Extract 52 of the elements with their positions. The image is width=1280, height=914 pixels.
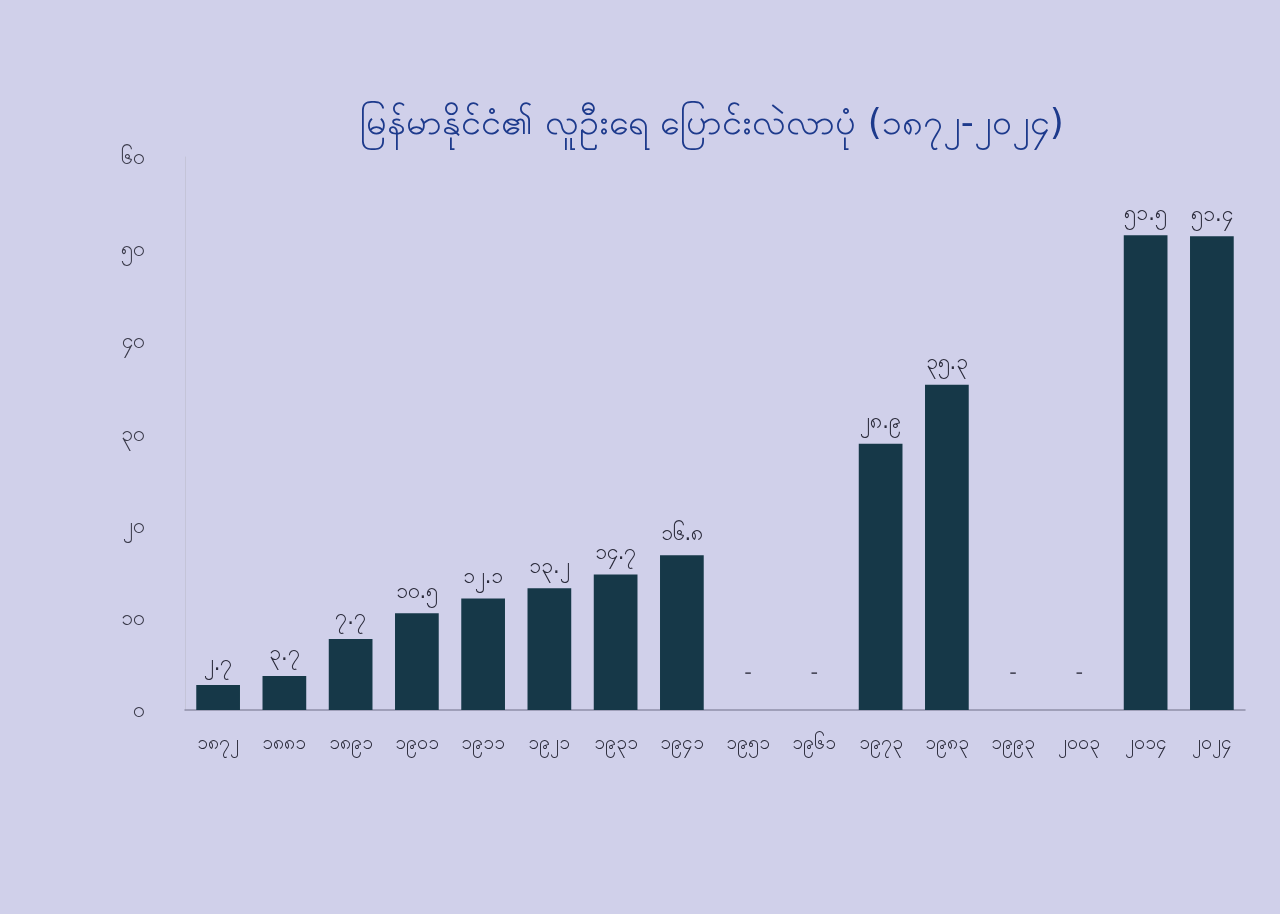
x-tick-label: ၂၀၂၄ <box>1191 730 1232 758</box>
text: - <box>810 659 819 684</box>
bar <box>1190 236 1234 710</box>
x-tick-label: ၁၈၉၁ <box>328 730 373 758</box>
bar <box>925 384 969 710</box>
bar <box>262 675 307 710</box>
data-label: ၅၁.၅ <box>1124 200 1167 230</box>
bar <box>395 613 439 710</box>
x-tick-label: ၁၉၀၁ <box>394 730 439 758</box>
x-tick-label: ၁၈၇၂ <box>197 730 240 758</box>
x-tick-label: ၁၉၃၁ <box>593 730 638 758</box>
x-tick-label: ၁၉၇၃ <box>858 730 903 758</box>
x-tick-label: ၂၀၁၄ <box>1124 730 1167 758</box>
data-label: ၂.၇ <box>203 650 233 680</box>
bar <box>527 588 572 710</box>
data-label: ၁၀.၅ <box>395 578 439 608</box>
bar <box>660 555 704 710</box>
x-tick-label: ၁၈၈၁ <box>262 730 307 753</box>
bar <box>1123 235 1168 710</box>
data-label: ၁၆.၈ <box>660 519 704 545</box>
y-tick-label: ၃၀ <box>121 421 145 451</box>
x-tick-label: ၁၉၄၁ <box>659 730 704 758</box>
x-tick-label: ၁၉၂၁ <box>528 730 571 758</box>
data-label: ၂၈.၉ <box>860 409 901 439</box>
y-tick-label: ၂၀ <box>123 513 145 543</box>
y-tick-label: ၄၀ <box>122 329 145 359</box>
bar <box>593 574 638 710</box>
data-label: ၃၅.၃ <box>925 350 969 380</box>
x-tick-label: ၁၉၉၃ <box>991 730 1036 758</box>
chart-title: မြန်မာနိုင်ငံ၏ လူဦးရေ ပြောင်းလဲလာပုံ (၁၈၇၂-၂၀၂၄) <box>360 100 1064 150</box>
y-tick-label: ၅၀ <box>121 237 145 267</box>
text: - <box>1009 659 1017 684</box>
data-label: ၇.၇ <box>335 604 366 634</box>
y-tick-label: ၀ <box>133 698 145 722</box>
text: - <box>1075 659 1084 684</box>
bar <box>858 443 903 710</box>
y-tick-label: ၁၀ <box>121 605 145 630</box>
y-tick-label: ၆၀ <box>121 144 145 169</box>
bar <box>461 598 505 710</box>
data-label: ၅၁.၄ <box>1191 201 1233 231</box>
x-tick-label: ၂၀၀၃ <box>1058 730 1101 758</box>
x-tick-label: ၁၉၁၁ <box>461 730 506 758</box>
data-label: ၁၂.၁ <box>462 563 504 593</box>
x-tick-label: ၁၉၈၃ <box>924 730 969 758</box>
data-label: ၁၄.၇ <box>594 540 637 570</box>
text: - <box>744 659 752 684</box>
x-tick-label: ၁၉၅၁ <box>726 730 771 758</box>
data-label: ၃.၇ <box>269 641 300 671</box>
bar <box>328 639 373 710</box>
bar <box>196 685 240 710</box>
x-tick-label: ၁၉၆၁ <box>792 730 837 758</box>
data-label: ၁၃.၂ <box>529 553 570 583</box>
